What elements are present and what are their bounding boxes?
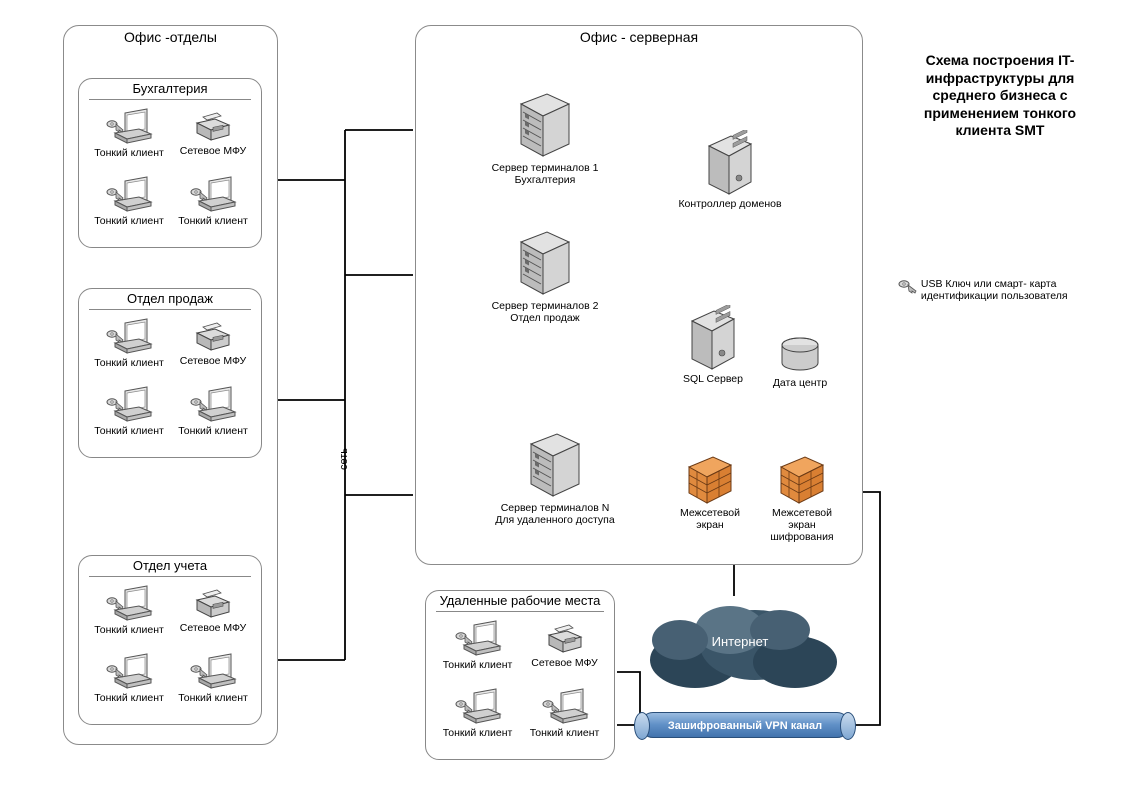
network-label: сеть [338, 448, 350, 470]
node-label: Тонкий клиент [89, 147, 169, 159]
subpanel-title: Бухгалтерия [89, 79, 251, 100]
thin-client-icon: Тонкий клиент [436, 687, 519, 739]
node-label: Сервер терминалов NДля удаленного доступ… [490, 502, 620, 526]
thin-client-icon: Тонкий клиент [436, 619, 519, 671]
node-label: Межсетевойэкраншифрования [760, 507, 844, 543]
node-label: Тонкий клиент [89, 215, 169, 227]
thin-client-icon: Тонкий клиент [173, 385, 253, 437]
network-mfu-icon: Сетевое МФУ [173, 107, 253, 157]
node-label: Тонкий клиент [436, 659, 519, 671]
node-label: Тонкий клиент [436, 727, 519, 739]
node-label: Сетевое МФУ [173, 355, 253, 367]
node-label: Контроллер доменов [670, 198, 790, 210]
legend-usb-key: USB Ключ или смарт- карта идентификации … [898, 278, 1098, 302]
internet-cloud: Интернет [635, 590, 845, 690]
vpn-channel: Зашифрованный VPN канал [640, 712, 850, 738]
thin-client-icon: Тонкий клиент [89, 317, 169, 369]
server-node-term2: Сервер терминалов 2Отдел продаж [490, 228, 600, 324]
node-label: Сетевое МФУ [173, 622, 253, 634]
node-label: Сервер терминалов 2Отдел продаж [490, 300, 600, 324]
node-label: Тонкий клиент [173, 425, 253, 437]
node-label: Сетевое МФУ [523, 657, 606, 669]
thin-client-icon: Тонкий клиент [89, 385, 169, 437]
legend-text: USB Ключ или смарт- карта идентификации … [921, 278, 1076, 302]
node-label: Межсетевойэкран [668, 507, 752, 531]
thin-client-icon: Тонкий клиент [89, 107, 169, 159]
diagram-title: Схема построения IT-инфраструктуры для с… [900, 52, 1100, 140]
node-label: Тонкий клиент [173, 692, 253, 704]
node-label: Тонкий клиент [89, 357, 169, 369]
node-label: Сервер терминалов 1Бухгалтерия [490, 162, 600, 186]
internet-label: Интернет [635, 634, 845, 649]
thin-client-icon: Тонкий клиент [89, 175, 169, 227]
server-node-term1: Сервер терминалов 1Бухгалтерия [490, 90, 600, 186]
node-label: Тонкий клиент [89, 425, 169, 437]
thin-client-icon: Тонкий клиент [523, 687, 606, 739]
node-label: Тонкий клиент [173, 215, 253, 227]
node-label: SQL Сервер [668, 373, 758, 385]
node-label: Сетевое МФУ [173, 145, 253, 157]
thin-client-icon: Тонкий клиент [89, 652, 169, 704]
node-label: Тонкий клиент [89, 692, 169, 704]
thin-client-icon: Тонкий клиент [173, 175, 253, 227]
network-mfu-icon: Сетевое МФУ [173, 584, 253, 634]
thin-client-icon: Тонкий клиент [173, 652, 253, 704]
subpanel-ledger: Отдел учета Тонкий клиент Сетевое МФУ Тонки… [78, 555, 262, 725]
server-node-termN: Сервер терминалов NДля удаленного доступ… [490, 430, 620, 526]
vpn-label: Зашифрованный VPN канал [668, 720, 822, 732]
panel-remote-workplaces: Удаленные рабочие места Тонкий клиент Сет… [425, 590, 615, 760]
panel-title-office-server-room: Офис - серверная [416, 29, 862, 45]
subpanel-title: Отдел продаж [89, 289, 251, 310]
server-node-fw1: Межсетевойэкран [668, 455, 752, 531]
server-node-fw2: Межсетевойэкраншифрования [760, 455, 844, 543]
node-label: Тонкий клиент [89, 624, 169, 636]
node-label: Дата центр [760, 377, 840, 389]
network-mfu-icon: Сетевое МФУ [173, 317, 253, 367]
thin-client-icon: Тонкий клиент [89, 584, 169, 636]
subpanel-sales: Отдел продаж Тонкий клиент Сетевое МФУ Тонк… [78, 288, 262, 458]
panel-title-remote: Удаленные рабочие места [436, 591, 604, 612]
server-node-datacenter: Дата центр [760, 335, 840, 389]
server-node-sql: SQL Сервер [668, 305, 758, 385]
node-label: Тонкий клиент [523, 727, 606, 739]
network-mfu-icon: Сетевое МФУ [523, 619, 606, 669]
panel-title-office-departments: Офис -отделы [64, 29, 277, 45]
subpanel-accounting: Бухгалтерия Тонкий клиент Сетевое МФУ Тонки… [78, 78, 262, 248]
server-node-dc: Контроллер доменов [670, 130, 790, 210]
subpanel-title: Отдел учета [89, 556, 251, 577]
